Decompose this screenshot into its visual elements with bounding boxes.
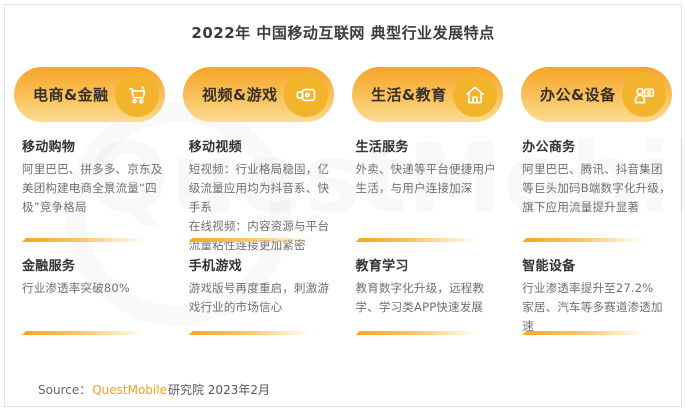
- video-camera-icon: [284, 72, 328, 117]
- section-body: 家居、汽车等多赛道渗透加速: [522, 300, 663, 333]
- section-heading: 移动视频: [188, 140, 242, 155]
- cart-icon: [115, 72, 159, 117]
- divider: [188, 238, 329, 242]
- pill-life-education: 生活&教育: [352, 67, 503, 122]
- section-body: 阿里巴巴、腾讯、抖音集团等巨头加码B端数字化升级，旗下应用流量提升显著: [522, 162, 671, 214]
- pill-label: 生活&教育: [371, 86, 447, 104]
- section-life-services: 生活服务 外卖、快递等平台便捷用户生活，与用户连接加深: [356, 136, 508, 238]
- divider: [522, 331, 662, 335]
- section-heading: 移动购物: [22, 140, 76, 155]
- section-finance-services: 金融服务 行业渗透率突破80%: [22, 255, 174, 331]
- column-video-games: 移动视频 短视频：行业格局稳固，亿级流量应用均为抖音系、快手系 在线视频：内容资…: [188, 136, 341, 335]
- source-brand: QuestMobile: [92, 383, 167, 397]
- divider: [355, 238, 496, 242]
- divider: [22, 331, 162, 335]
- column-ecommerce-finance: 移动购物 阿里巴巴、拼多多、京东及美团构建电商全景流量“四极”竞争格局 金融服务…: [22, 136, 174, 335]
- section-body: 阿里巴巴、拼多多、京东及美团构建电商全景流量“四极”竞争格局: [22, 162, 163, 214]
- divider: [22, 238, 162, 242]
- section-heading: 办公商务: [522, 140, 576, 155]
- section-body: 行业渗透率提升至27.2%: [522, 281, 654, 295]
- category-pills-row: 电商&金融 视频&游戏 生活&教育 办公&设备: [14, 67, 672, 122]
- divider: [188, 331, 329, 335]
- section-body: 在线视频：内容资源与平台流量粘性连接更加紧密: [188, 219, 330, 252]
- section-heading: 手机游戏: [188, 259, 242, 274]
- section-heading: 金融服务: [22, 259, 76, 274]
- divider: [522, 238, 662, 242]
- section-body: 行业渗透率突破80%: [22, 281, 131, 295]
- section-body: 外卖、快递等平台便捷用户生活，与用户连接加深: [355, 162, 496, 195]
- section-heading: 生活服务: [355, 140, 409, 155]
- section-body: 短视频：行业格局稳固，亿级流量应用均为抖音系、快手系: [188, 162, 330, 214]
- source-rest: 研究院 2023年2月: [167, 383, 270, 397]
- pill-video-games: 视频&游戏: [183, 67, 334, 122]
- pill-office-devices: 办公&设备: [521, 67, 672, 122]
- section-mobile-shopping: 移动购物 阿里巴巴、拼多多、京东及美团构建电商全景流量“四极”竞争格局: [22, 136, 174, 238]
- section-body: 教育数字化升级，远程教学、学习类APP快速发展: [355, 281, 485, 314]
- column-life-education: 生活服务 外卖、快递等平台便捷用户生活，与用户连接加深 教育学习 教育数字化升级…: [355, 136, 508, 335]
- pill-ecommerce-finance: 电商&金融: [14, 67, 165, 122]
- pill-label: 办公&设备: [540, 86, 616, 104]
- section-body: 游戏版号再度重启，刺激游戏行业的市场信心: [188, 281, 330, 314]
- section-mobile-video: 移动视频 短视频：行业格局稳固，亿级流量应用均为抖音系、快手系 在线视频：内容资…: [188, 136, 341, 252]
- column-office-devices: 办公商务 阿里巴巴、腾讯、抖音集团等巨头加码B端数字化升级，旗下应用流量提升显著…: [522, 136, 674, 335]
- section-heading: 教育学习: [355, 259, 409, 274]
- page-title: 2022年 中国移动互联网 典型行业发展特点: [191, 24, 495, 42]
- content-grid: 移动购物 阿里巴巴、拼多多、京东及美团构建电商全景流量“四极”竞争格局 金融服务…: [22, 136, 674, 335]
- section-smart-devices: 智能设备 行业渗透率提升至27.2% 家居、汽车等多赛道渗透加速: [522, 255, 674, 333]
- pill-label: 电商&金融: [33, 86, 109, 104]
- section-mobile-games: 手机游戏 游戏版号再度重启，刺激游戏行业的市场信心: [189, 255, 341, 331]
- section-office-business: 办公商务 阿里巴巴、腾讯、抖音集团等巨头加码B端数字化升级，旗下应用流量提升显著: [522, 136, 674, 238]
- source-note: Source：QuestMobile研究院 2023年2月: [38, 381, 270, 398]
- house-icon: [453, 72, 497, 117]
- presenter-icon: [622, 72, 666, 117]
- section-heading: 智能设备: [522, 259, 576, 274]
- pill-label: 视频&游戏: [202, 86, 278, 104]
- section-education-learning: 教育学习 教育数字化升级，远程教学、学习类APP快速发展: [356, 255, 508, 331]
- divider: [355, 331, 496, 335]
- source-label: Source：: [38, 383, 92, 397]
